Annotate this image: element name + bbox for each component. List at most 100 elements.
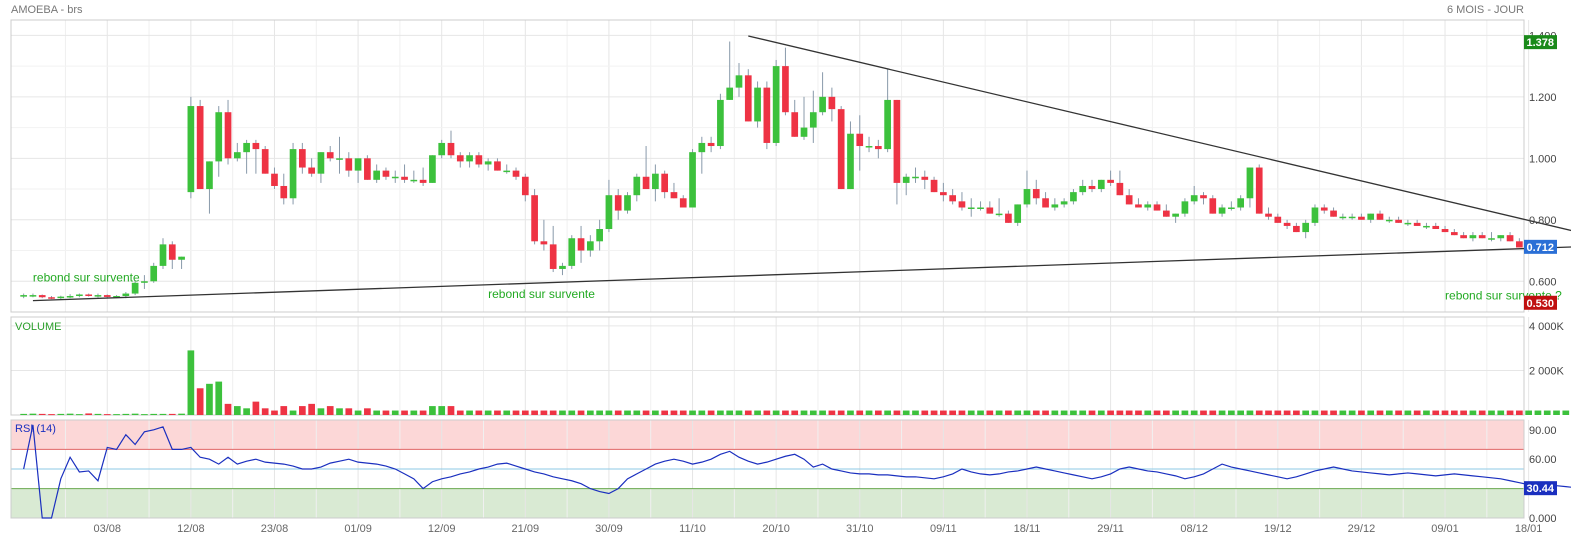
candle-body — [317, 152, 325, 174]
volume-bar — [1367, 410, 1375, 415]
volume-bar — [243, 408, 250, 415]
volume-bar — [586, 410, 594, 415]
volume-bar — [1450, 410, 1458, 415]
x-tick-label: 18/01 — [1515, 523, 1543, 535]
volume-bar — [940, 410, 947, 415]
volume-bar — [605, 410, 613, 415]
volume-bar — [1023, 410, 1031, 415]
candle-body — [1218, 207, 1226, 214]
candle-body — [856, 133, 864, 147]
volume-bar — [113, 414, 120, 416]
volume-bar — [1525, 410, 1532, 415]
volume-bar — [1116, 410, 1124, 415]
candle-body — [178, 256, 185, 260]
volume-tick-label: 4 000K — [1529, 321, 1565, 333]
volume-bar — [800, 410, 808, 415]
volume-bar — [921, 410, 929, 415]
volume-bar — [76, 414, 83, 416]
volume-bar — [196, 388, 204, 415]
volume-bar — [624, 410, 631, 415]
volume-bar — [809, 410, 817, 415]
volume-bar — [391, 410, 399, 415]
volume-bar — [837, 410, 845, 415]
volume-bar — [698, 410, 706, 415]
candle-body — [503, 170, 511, 173]
candle-body — [1246, 167, 1254, 199]
candle-body — [1228, 207, 1235, 209]
price-badge — [1524, 239, 1557, 254]
candle-body — [912, 176, 919, 179]
volume-bar — [1330, 410, 1337, 415]
candle-body — [707, 142, 715, 147]
candle-body — [261, 149, 269, 174]
candle-body — [1460, 235, 1467, 239]
candle-body — [131, 282, 139, 294]
volume-bar — [540, 410, 548, 415]
candle-body — [215, 112, 223, 162]
volume-bar — [912, 410, 919, 415]
candle-body — [1181, 201, 1189, 214]
volume-bar — [1385, 410, 1393, 415]
volume-bar — [1107, 410, 1114, 415]
candle-body — [633, 176, 641, 196]
candle-body — [1209, 198, 1217, 214]
rsi-tick-label: 90.00 — [1529, 425, 1557, 437]
volume-bar — [1497, 410, 1505, 415]
volume-bar — [29, 413, 37, 415]
candle-body — [902, 176, 910, 183]
candle-body — [345, 158, 353, 171]
trendline — [32, 246, 1571, 302]
candle-body — [782, 66, 789, 113]
candle-body — [475, 155, 483, 165]
candle-body — [141, 281, 148, 283]
candle-body — [364, 158, 371, 180]
candle-body — [698, 142, 706, 153]
instrument-title: AMOEBA - brs — [11, 4, 83, 16]
volume-bar — [828, 410, 836, 415]
volume-bar — [652, 410, 659, 415]
candle-body — [1478, 235, 1486, 239]
candle-body — [568, 238, 576, 266]
candle-body — [726, 87, 734, 100]
volume-bar — [893, 410, 901, 415]
candle-body — [1376, 213, 1384, 220]
candle-body — [410, 179, 418, 182]
annotation-label: rebond sur survente — [33, 270, 140, 284]
x-tick-label: 18/11 — [1014, 523, 1041, 535]
candle-body — [1190, 195, 1198, 202]
price-badge — [1524, 295, 1557, 310]
volume-bar — [679, 410, 687, 415]
volume-bar — [614, 410, 622, 415]
volume-bar — [159, 413, 167, 415]
candle-body — [1320, 207, 1328, 211]
volume-tick-label: 2 000K — [1529, 365, 1565, 377]
volume-bar — [1051, 410, 1059, 415]
candle-body — [605, 195, 613, 230]
volume-bar — [819, 410, 826, 415]
candle-body — [1404, 222, 1412, 225]
x-tick-label: 29/12 — [1348, 523, 1376, 535]
candle-body — [1172, 213, 1179, 217]
candle-body — [447, 142, 455, 156]
candle-body — [642, 176, 650, 190]
candle-body — [354, 158, 362, 171]
volume-bar — [1162, 410, 1170, 415]
volume-bar — [289, 410, 297, 415]
candle-body — [1255, 167, 1263, 214]
volume-bar — [456, 410, 464, 415]
candle-body — [893, 99, 901, 183]
volume-bar — [1079, 410, 1087, 415]
volume-bar — [382, 410, 390, 415]
candle-body — [94, 295, 102, 297]
panel-frames — [10, 19, 1525, 519]
candle-body — [819, 96, 826, 113]
volume-bar — [782, 410, 789, 415]
volume-bar — [1265, 410, 1272, 415]
price-badge-label: 0.530 — [1526, 298, 1554, 310]
volume-bar — [568, 410, 576, 415]
candle-body — [233, 152, 241, 159]
volume-bar — [85, 413, 93, 415]
volume-bar — [429, 406, 436, 415]
volume-bar — [670, 410, 678, 415]
volume-bar — [1320, 410, 1328, 415]
